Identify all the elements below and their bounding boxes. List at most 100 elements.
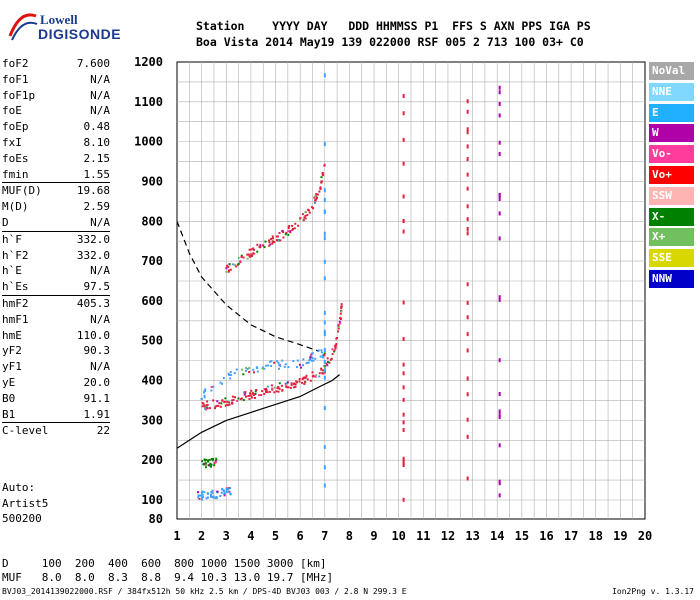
echo-point bbox=[248, 255, 251, 258]
echo-point bbox=[210, 491, 213, 494]
legend-item: NNW bbox=[649, 269, 694, 288]
echo-point bbox=[306, 378, 309, 381]
interference-point bbox=[402, 94, 405, 99]
interference-point bbox=[402, 459, 405, 464]
muf-frequency-row: MUF 8.0 8.0 8.3 8.8 9.4 10.3 13.0 19.7 [… bbox=[2, 571, 334, 584]
param-value: 7.600 bbox=[76, 57, 110, 70]
echo-point bbox=[202, 391, 205, 394]
echo-point bbox=[200, 397, 203, 400]
echo-point bbox=[270, 237, 273, 240]
interference-point bbox=[466, 144, 469, 149]
param-name: C-level bbox=[2, 424, 49, 438]
echo-point bbox=[279, 239, 282, 242]
echo-point bbox=[210, 463, 213, 466]
legend-item: NoVal bbox=[649, 62, 694, 80]
echo-point bbox=[223, 492, 226, 495]
param-row: foEs 2.15 bbox=[2, 151, 110, 167]
interference-point bbox=[323, 236, 326, 241]
echo-point bbox=[304, 380, 307, 383]
echo-point bbox=[248, 370, 251, 373]
auto-label: Auto: bbox=[2, 481, 36, 494]
echo-point bbox=[309, 379, 312, 382]
echo-point bbox=[307, 361, 310, 364]
echo-point bbox=[226, 400, 229, 403]
echo-point bbox=[278, 232, 281, 235]
param-value: 90.3 bbox=[83, 344, 111, 358]
echo-point bbox=[251, 391, 254, 394]
echo-point bbox=[206, 407, 209, 410]
param-row: hmE 110.0 bbox=[2, 328, 110, 344]
echo-point bbox=[304, 376, 307, 379]
profile-solid-line bbox=[176, 374, 340, 449]
file-info-footer: BVJ03_2014139022000.RSF / 384fx512h 50 k… bbox=[2, 587, 407, 596]
echo-point bbox=[208, 464, 211, 467]
echo-point bbox=[284, 363, 287, 366]
interference-point bbox=[402, 371, 405, 376]
echo-point bbox=[219, 494, 222, 497]
x-tick-label: 14 bbox=[490, 529, 504, 543]
param-row: yF1 N/A bbox=[2, 359, 110, 375]
interference-point bbox=[466, 476, 469, 481]
echo-point bbox=[237, 256, 240, 259]
interference-point bbox=[498, 151, 501, 156]
interference-point bbox=[498, 415, 501, 420]
digisonde-logo-icon bbox=[8, 13, 38, 41]
echo-point bbox=[221, 399, 224, 402]
interference-point bbox=[323, 259, 326, 264]
echo-point bbox=[276, 360, 279, 363]
echo-point bbox=[314, 201, 317, 204]
param-value: 110.0 bbox=[76, 328, 110, 342]
echo-point bbox=[248, 248, 251, 251]
echo-point bbox=[261, 367, 264, 370]
interference-point bbox=[466, 417, 469, 422]
param-value: 405.3 bbox=[76, 296, 110, 310]
interference-point bbox=[402, 111, 405, 116]
echo-point bbox=[291, 227, 294, 230]
param-name: yF2 bbox=[2, 344, 22, 358]
echo-point bbox=[214, 461, 217, 464]
echo-point bbox=[326, 364, 329, 367]
echo-point bbox=[323, 164, 326, 167]
echo-point bbox=[331, 348, 334, 351]
echo-point bbox=[257, 394, 260, 397]
y-tick-label: 500 bbox=[141, 334, 163, 348]
echo-point bbox=[245, 366, 248, 369]
echo-point bbox=[277, 390, 280, 393]
echo-point bbox=[249, 393, 252, 396]
echo-point bbox=[241, 368, 244, 371]
echo-point bbox=[211, 489, 214, 492]
interference-point bbox=[323, 320, 326, 325]
echo-point bbox=[321, 356, 324, 359]
echo-point bbox=[244, 395, 247, 398]
echo-point bbox=[287, 227, 290, 230]
echo-point bbox=[198, 497, 201, 500]
param-name: B1 bbox=[2, 407, 16, 421]
echo-point bbox=[318, 372, 321, 375]
echo-point bbox=[256, 250, 259, 253]
echo-point bbox=[287, 366, 290, 369]
echo-point bbox=[321, 372, 324, 375]
echo-point bbox=[252, 252, 255, 255]
echo-point bbox=[237, 397, 240, 400]
interference-point bbox=[466, 109, 469, 114]
echo-point bbox=[292, 359, 295, 362]
interference-point bbox=[466, 348, 469, 353]
echo-point bbox=[222, 489, 225, 492]
echo-point bbox=[206, 400, 209, 403]
echo-point bbox=[250, 248, 253, 251]
echo-point bbox=[322, 369, 325, 372]
echo-point bbox=[200, 496, 203, 499]
y-tick-label: 1200 bbox=[134, 55, 163, 69]
echo-point bbox=[231, 402, 234, 405]
interference-point bbox=[498, 236, 501, 241]
echo-point bbox=[261, 366, 264, 369]
param-row: hmF2 405.3 bbox=[2, 294, 110, 312]
param-row: D N/A bbox=[2, 215, 110, 231]
interference-point bbox=[466, 315, 469, 320]
param-value: 97.5 bbox=[83, 280, 111, 294]
echo-point bbox=[277, 238, 280, 241]
param-row: M(D) 2.59 bbox=[2, 199, 110, 215]
echo-point bbox=[205, 463, 208, 466]
echo-point bbox=[276, 239, 279, 242]
